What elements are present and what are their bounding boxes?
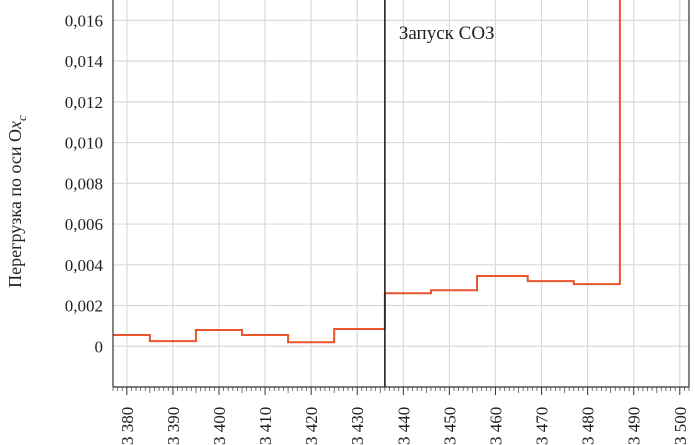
event-layer: Запуск СОЗ: [384, 0, 495, 387]
x-tick-label: 3 400: [210, 407, 229, 445]
y-tick-label: 0,016: [65, 11, 103, 30]
y-tick-label: 0: [95, 337, 104, 356]
event-label: Запуск СОЗ: [399, 23, 495, 44]
y-tick-label: 0,010: [65, 134, 103, 153]
x-tick-label: 3 440: [394, 407, 413, 445]
x-tick-label: 3 390: [164, 407, 183, 445]
x-tick-label: 3 490: [625, 407, 644, 445]
x-tick-label: 3 430: [348, 407, 367, 445]
x-tick-label: 3 500: [671, 407, 690, 445]
plot-frame: [112, 0, 690, 388]
series-line: [113, 0, 621, 344]
x-tick-label: 3 480: [579, 407, 598, 445]
series-layer: [113, 0, 621, 344]
y-axis-label: Перегрузка по оси Oxс: [5, 115, 29, 288]
x-axis: 3 380 3 390 3 400 3 410 3 420 3 430 3 440 3 450…: [112, 387, 690, 445]
y-axis: 0 0,002 0,004 0,006 0,008 0,010 0,012 0,014 0,01…: [65, 11, 104, 356]
x-tick-label: 3 420: [302, 407, 321, 445]
y-tick-label: 0,002: [65, 297, 103, 316]
grid: [113, 0, 689, 387]
x-tick-label: 3 380: [118, 407, 137, 445]
y-tick-label: 0,008: [65, 174, 103, 193]
y-tick-label: 0,012: [65, 93, 103, 112]
y-tick-label: 0,004: [65, 256, 104, 275]
x-tick-label: 3 460: [486, 407, 505, 445]
x-tick-label: 3 470: [533, 407, 552, 445]
y-tick-label: 0,014: [65, 52, 104, 71]
y-tick-label: 0,006: [65, 215, 103, 234]
x-tick-label: 3 450: [440, 407, 459, 445]
x-tick-label: 3 410: [256, 407, 275, 445]
